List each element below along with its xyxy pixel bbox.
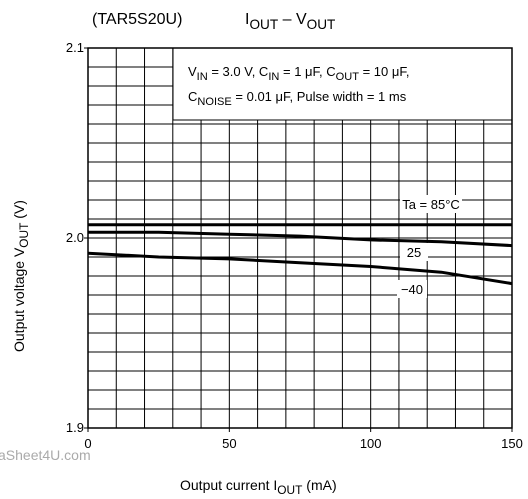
x-tick-label: 150 <box>501 436 523 451</box>
y-tick-label: 2.1 <box>66 40 84 55</box>
text-part: OUT <box>336 71 360 83</box>
series-label: −40 <box>401 282 423 297</box>
series-line <box>88 230 513 248</box>
text-part: OUT <box>277 483 302 497</box>
y-tick-label: 1.9 <box>66 420 84 435</box>
x-tick-label: 100 <box>360 436 382 451</box>
x-tick-label: 50 <box>222 436 236 451</box>
series-label: 25 <box>407 245 421 260</box>
text-part: OUT <box>249 17 278 32</box>
rich-text: Output current IOUT (mA) <box>180 477 337 497</box>
text-part: I <box>245 11 249 28</box>
text-part: – V <box>278 11 307 28</box>
text-part: Output voltage V <box>11 247 27 352</box>
text-part: OUT <box>307 17 336 32</box>
text-part: OUT <box>17 223 31 248</box>
text-part: = 0.01 μF, Pulse width = 1 ms <box>232 89 407 104</box>
series-label: Ta = 85°C <box>402 197 460 212</box>
text-part: NOISE <box>197 96 231 108</box>
text-part: IN <box>268 71 279 83</box>
x-tick-label: 0 <box>84 436 91 451</box>
text-part: = 3.0 V, C <box>208 64 269 79</box>
annotation-box <box>172 47 513 121</box>
watermark: aSheet4U.com <box>0 447 91 463</box>
text-part: (mA) <box>302 477 336 493</box>
label-bg <box>400 243 428 261</box>
text-part: IN <box>197 71 208 83</box>
text-part: V <box>188 64 197 79</box>
rich-text: CNOISE = 0.01 μF, Pulse width = 1 ms <box>188 89 407 108</box>
label-bg <box>400 195 462 213</box>
label-bg <box>397 280 427 298</box>
y-tick-label: 2.0 <box>66 230 84 245</box>
series-line <box>87 251 513 286</box>
rich-text: Output voltage VOUT (V) <box>11 200 31 352</box>
text-part: = 10 μF, <box>359 64 410 79</box>
chart-subtitle: (TAR5S20U) <box>92 11 182 28</box>
rich-text: VIN = 3.0 V, CIN = 1 μF, COUT = 10 μF, <box>188 64 409 83</box>
rich-text: IOUT – VOUT <box>245 11 335 32</box>
text-part: = 1 μF, C <box>279 64 335 79</box>
plot-frame <box>87 47 513 429</box>
text-part: Output current I <box>180 477 277 493</box>
text-part: (V) <box>11 200 27 223</box>
text-part: C <box>188 89 197 104</box>
